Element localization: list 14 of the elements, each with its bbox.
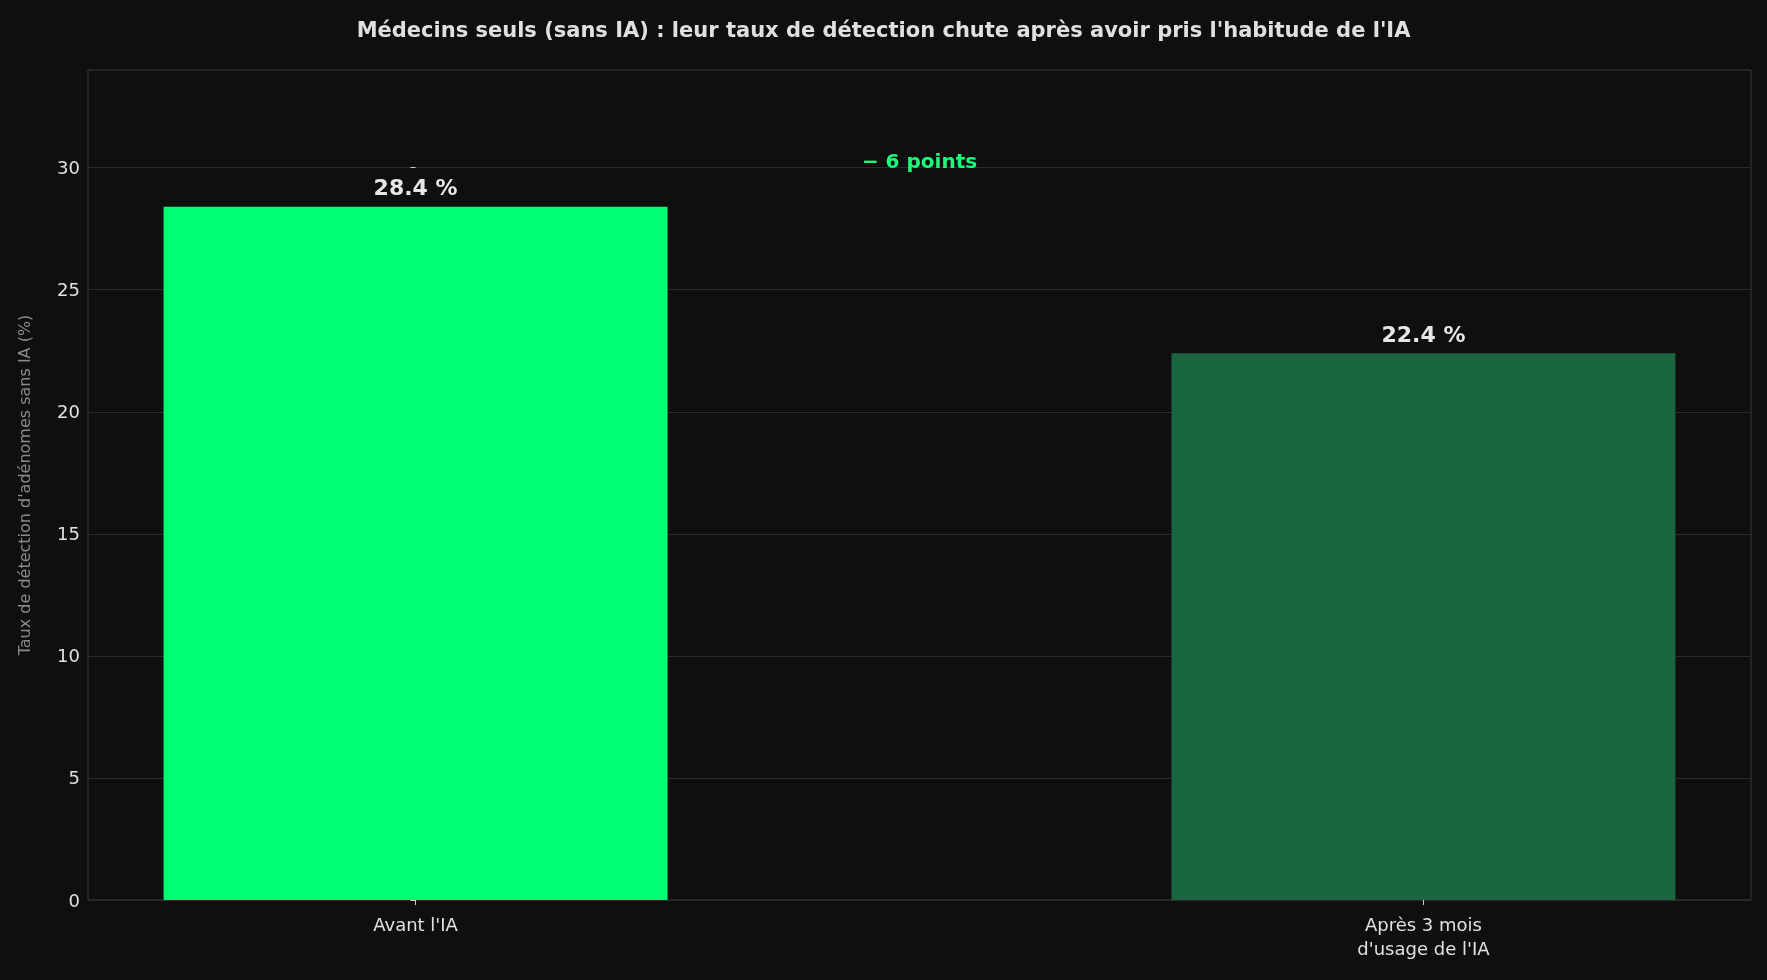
y-tick-label: 25 <box>57 279 80 301</box>
data-label: 22.4 % <box>1381 321 1466 347</box>
x-tick-label: Avant l'IA <box>373 913 459 935</box>
annotation: − 6 points <box>861 149 978 174</box>
x-tick-label: Après 3 mois d'usage de l'IA <box>1357 913 1491 959</box>
chart-title: Médecins seuls (sans IA) : leur taux de détection chute après avoir pris l'habitude de l'IA <box>356 17 1412 42</box>
y-tick-label: 0 <box>68 889 80 911</box>
y-tick-label: 30 <box>57 157 80 179</box>
y-tick-label: 20 <box>57 401 80 423</box>
y-axis-title: Taux de détection d'adénomes sans IA (%) <box>14 314 34 657</box>
y-tick-label: 5 <box>68 767 80 789</box>
data-label: 28.4 % <box>373 175 458 201</box>
y-tick-label: 15 <box>57 523 80 545</box>
y-tick-label: 10 <box>57 645 80 667</box>
